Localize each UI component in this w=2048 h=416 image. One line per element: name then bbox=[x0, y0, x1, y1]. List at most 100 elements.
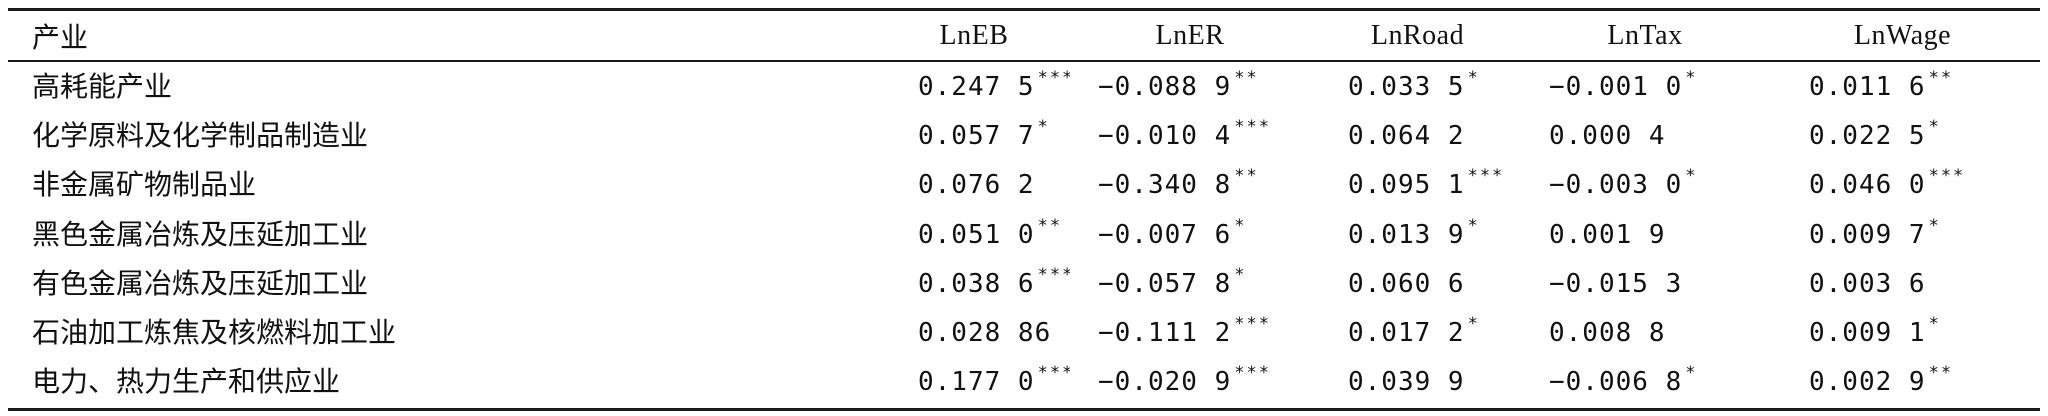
significance-stars: ** bbox=[1037, 215, 1063, 236]
significance-stars: * bbox=[1928, 314, 1941, 335]
header-industry: 产业 bbox=[32, 20, 89, 54]
table-row: 石油加工炼焦及核燃料加工业 0.028 86 −0.111 2 *** 0.017 2 *… bbox=[8, 306, 2040, 355]
table-header-rule bbox=[8, 60, 2040, 62]
cell-lner: −0.111 2 *** bbox=[1070, 306, 1310, 355]
cell-lner: −0.020 9 *** bbox=[1070, 356, 1310, 405]
cell-lnwage: 0.009 7 * bbox=[1765, 208, 2040, 257]
coefficient-value: 0.028 86 bbox=[918, 318, 1052, 349]
coefficient-value: 0.017 2 bbox=[1348, 318, 1465, 349]
header-lntax: LnTax bbox=[1607, 19, 1683, 51]
significance-stars: ** bbox=[1928, 363, 1954, 384]
significance-stars: * bbox=[1467, 314, 1480, 335]
coefficient-value: −0.003 0 bbox=[1549, 170, 1683, 201]
coefficient-value: 0.009 7 bbox=[1809, 219, 1926, 250]
cell-lneb: 0.038 6*** bbox=[878, 257, 1070, 306]
coefficient-value: −0.088 9 bbox=[1098, 71, 1232, 102]
cell-lnroad: 0.017 2 * bbox=[1310, 306, 1525, 355]
coefficient-value: −0.006 8 bbox=[1549, 367, 1683, 398]
significance-stars: * bbox=[1467, 215, 1480, 236]
coefficient-value: 0.051 0 bbox=[918, 219, 1035, 250]
coefficient-value: 0.033 5 bbox=[1348, 71, 1465, 102]
coefficient-value: 0.038 6 bbox=[918, 268, 1035, 299]
cell-lneb: 0.057 7 * bbox=[878, 109, 1070, 158]
cell-lntax: 0.008 8 bbox=[1525, 306, 1765, 355]
coefficient-value: −0.001 0 bbox=[1549, 71, 1683, 102]
cell-lnroad: 0.060 6 bbox=[1310, 257, 1525, 306]
results-table: 产业 LnEB LnER LnRoad LnTax LnWage 高耗能产业 0.… bbox=[8, 11, 2040, 405]
cell-lntax: −0.003 0 * bbox=[1525, 159, 1765, 208]
coefficient-value: 0.095 1 bbox=[1348, 170, 1465, 201]
significance-stars: * bbox=[1467, 67, 1480, 88]
significance-stars: ** bbox=[1234, 166, 1259, 187]
significance-stars: ** bbox=[1928, 67, 1954, 88]
cell-lnwage: 0.002 9 ** bbox=[1765, 356, 2040, 405]
significance-stars: * bbox=[1685, 67, 1698, 88]
industry-name: 化学原料及化学制品制造业 bbox=[32, 118, 369, 152]
industry-name: 非金属矿物制品业 bbox=[32, 168, 257, 202]
table-row: 有色金属冶炼及压延加工业 0.038 6***−0.057 8* 0.060 6 −0… bbox=[8, 257, 2040, 306]
header-lneb: LnEB bbox=[939, 19, 1009, 51]
significance-stars: * bbox=[1928, 215, 1941, 236]
coefficient-value: 0.060 6 bbox=[1348, 268, 1465, 299]
cell-lnwage: 0.011 6 ** bbox=[1765, 60, 2040, 109]
coefficient-value: −0.340 8 bbox=[1098, 170, 1232, 201]
significance-stars: *** bbox=[1234, 116, 1271, 137]
industry-name: 高耗能产业 bbox=[32, 69, 173, 103]
coefficient-value: 0.001 9 bbox=[1549, 219, 1666, 250]
cell-lnwage: 0.046 0 *** bbox=[1765, 159, 2040, 208]
significance-stars: *** bbox=[1467, 166, 1505, 187]
cell-lnwage: 0.009 1 * bbox=[1765, 306, 2040, 355]
industry-name: 有色金属冶炼及压延加工业 bbox=[32, 266, 369, 300]
cell-lneb: 0.051 0 ** bbox=[878, 208, 1070, 257]
coefficient-value: 0.076 2 bbox=[918, 170, 1035, 201]
cell-lntax: −0.015 3 bbox=[1525, 257, 1765, 306]
coefficient-value: −0.057 8 bbox=[1098, 268, 1232, 299]
coefficient-value: −0.020 9 bbox=[1098, 367, 1232, 398]
header-lnroad: LnRoad bbox=[1370, 19, 1465, 51]
cell-lneb: 0.177 0*** bbox=[878, 356, 1070, 405]
significance-stars: * bbox=[1037, 116, 1050, 137]
significance-stars: * bbox=[1685, 363, 1698, 384]
cell-lneb: 0.247 5*** bbox=[878, 60, 1070, 109]
table-bottom-rule bbox=[8, 408, 2040, 411]
header-lner: LnER bbox=[1155, 19, 1225, 51]
cell-lnroad: 0.064 2 bbox=[1310, 109, 1525, 158]
table-row: 非金属矿物制品业 0.076 2 −0.340 8 ** 0.095 1 *** −0.00… bbox=[8, 159, 2040, 208]
significance-stars: * bbox=[1234, 215, 1247, 236]
cell-lner: −0.088 9 ** bbox=[1070, 60, 1310, 109]
cell-lntax: −0.001 0 * bbox=[1525, 60, 1765, 109]
cell-lntax: 0.000 4 bbox=[1525, 109, 1765, 158]
cell-lner: −0.007 6 * bbox=[1070, 208, 1310, 257]
coefficient-value: 0.046 0 bbox=[1809, 170, 1926, 201]
coefficient-value: 0.009 1 bbox=[1809, 318, 1926, 349]
industry-name: 石油加工炼焦及核燃料加工业 bbox=[32, 316, 397, 350]
coefficient-value: 0.039 9 bbox=[1348, 367, 1465, 398]
cell-lnroad: 0.095 1 *** bbox=[1310, 159, 1525, 208]
cell-lnroad: 0.013 9 * bbox=[1310, 208, 1525, 257]
cell-lntax: 0.001 9 bbox=[1525, 208, 1765, 257]
cell-lntax: −0.006 8 * bbox=[1525, 356, 1765, 405]
cell-lner: −0.010 4 *** bbox=[1070, 109, 1310, 158]
cell-lner: −0.340 8 ** bbox=[1070, 159, 1310, 208]
coefficient-value: −0.111 2 bbox=[1098, 318, 1232, 349]
significance-stars: *** bbox=[1928, 166, 1966, 187]
coefficient-value: 0.008 8 bbox=[1549, 318, 1666, 349]
cell-lneb: 0.028 86 bbox=[878, 306, 1070, 355]
table-top-rule bbox=[8, 8, 2040, 11]
table-row: 黑色金属冶炼及压延加工业 0.051 0 ** −0.007 6 * 0.013 9 * 0.… bbox=[8, 208, 2040, 257]
coefficient-value: −0.010 4 bbox=[1098, 120, 1232, 151]
significance-stars: *** bbox=[1037, 363, 1070, 384]
header-lnwage: LnWage bbox=[1853, 19, 1952, 51]
coefficient-value: 0.057 7 bbox=[918, 120, 1035, 151]
cell-lner: −0.057 8 * bbox=[1070, 257, 1310, 306]
industry-name: 电力、热力生产和供应业 bbox=[32, 365, 341, 399]
significance-stars: *** bbox=[1037, 264, 1070, 285]
coefficient-value: 0.000 4 bbox=[1549, 120, 1666, 151]
significance-stars: *** bbox=[1234, 363, 1271, 384]
significance-stars: * bbox=[1928, 116, 1941, 137]
coefficient-value: 0.247 5 bbox=[918, 71, 1035, 102]
significance-stars: * bbox=[1685, 166, 1698, 187]
significance-stars: ** bbox=[1234, 67, 1259, 88]
